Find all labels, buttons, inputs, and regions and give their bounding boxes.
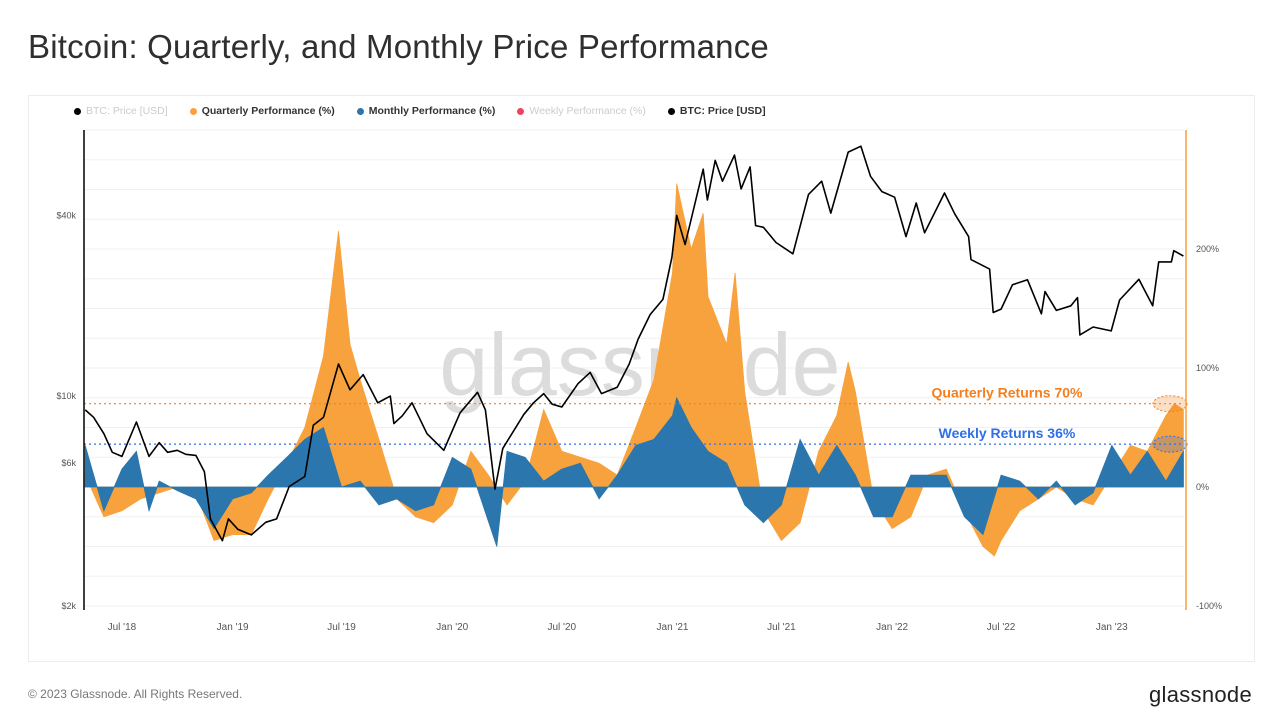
x-tick-label: Jan '22 — [876, 622, 908, 633]
x-tick-label: Jan '23 — [1096, 622, 1128, 633]
watermark: glassnode — [439, 315, 840, 414]
x-tick-label: Jan '20 — [436, 622, 468, 633]
copyright-footer: © 2023 Glassnode. All Rights Reserved. — [28, 687, 243, 701]
legend-dot — [667, 107, 675, 115]
legend-item-btc-price[interactable]: BTC: Price [USD] — [667, 105, 766, 117]
legend-item-monthly[interactable]: Monthly Performance (%) — [356, 105, 496, 117]
left-tick-label: $2k — [61, 601, 76, 611]
right-tick-label: -100% — [1196, 601, 1222, 611]
legend-dot — [517, 107, 525, 115]
legend-dot — [189, 107, 197, 115]
quarterly-returns-label: Quarterly Returns 70% — [932, 385, 1083, 401]
legend-dot — [74, 107, 81, 115]
x-tick-label: Jul '18 — [108, 622, 137, 633]
left-tick-label: $40k — [56, 210, 76, 220]
legend-dot — [356, 107, 364, 115]
x-tick-label: Jul '21 — [767, 622, 796, 633]
legend: BTC: Price [USD] Quarterly Performance (… — [74, 105, 766, 117]
monthly-performance-area — [84, 396, 1184, 547]
legend-item-btc-price-hidden[interactable]: BTC: Price [USD] — [74, 105, 168, 117]
legend-label: Quarterly Performance (%) — [201, 105, 335, 117]
left-tick-label: $6k — [61, 458, 76, 468]
btc-price-line — [84, 145, 1184, 542]
glassnode-logo: glassnode — [1149, 682, 1252, 707]
highlight-ellipse — [1152, 435, 1188, 453]
legend-label: Monthly Performance (%) — [368, 105, 496, 117]
right-tick-label: 200% — [1196, 244, 1219, 254]
right-tick-label: 100% — [1196, 363, 1219, 373]
weekly-returns-label: Weekly Returns 36% — [939, 425, 1076, 441]
highlight-ellipse — [1152, 395, 1188, 413]
legend-item-weekly[interactable]: Weekly Performance (%) — [517, 105, 646, 117]
page-title: Bitcoin: Quarterly, and Monthly Price Pe… — [28, 28, 769, 65]
right-tick-label: 0% — [1196, 482, 1209, 492]
x-tick-label: Jul '19 — [327, 622, 356, 633]
x-tick-label: Jul '22 — [987, 622, 1016, 633]
left-tick-label: $10k — [56, 391, 76, 401]
x-tick-label: Jul '20 — [547, 622, 576, 633]
legend-item-quarterly[interactable]: Quarterly Performance (%) — [189, 105, 335, 117]
legend-label: Weekly Performance (%) — [529, 105, 646, 117]
chart-panel — [28, 95, 1255, 662]
legend-label: BTC: Price [USD] — [679, 105, 766, 117]
legend-label: BTC: Price [USD] — [86, 105, 168, 117]
x-tick-label: Jan '21 — [657, 622, 689, 633]
x-tick-label: Jan '19 — [217, 622, 249, 633]
